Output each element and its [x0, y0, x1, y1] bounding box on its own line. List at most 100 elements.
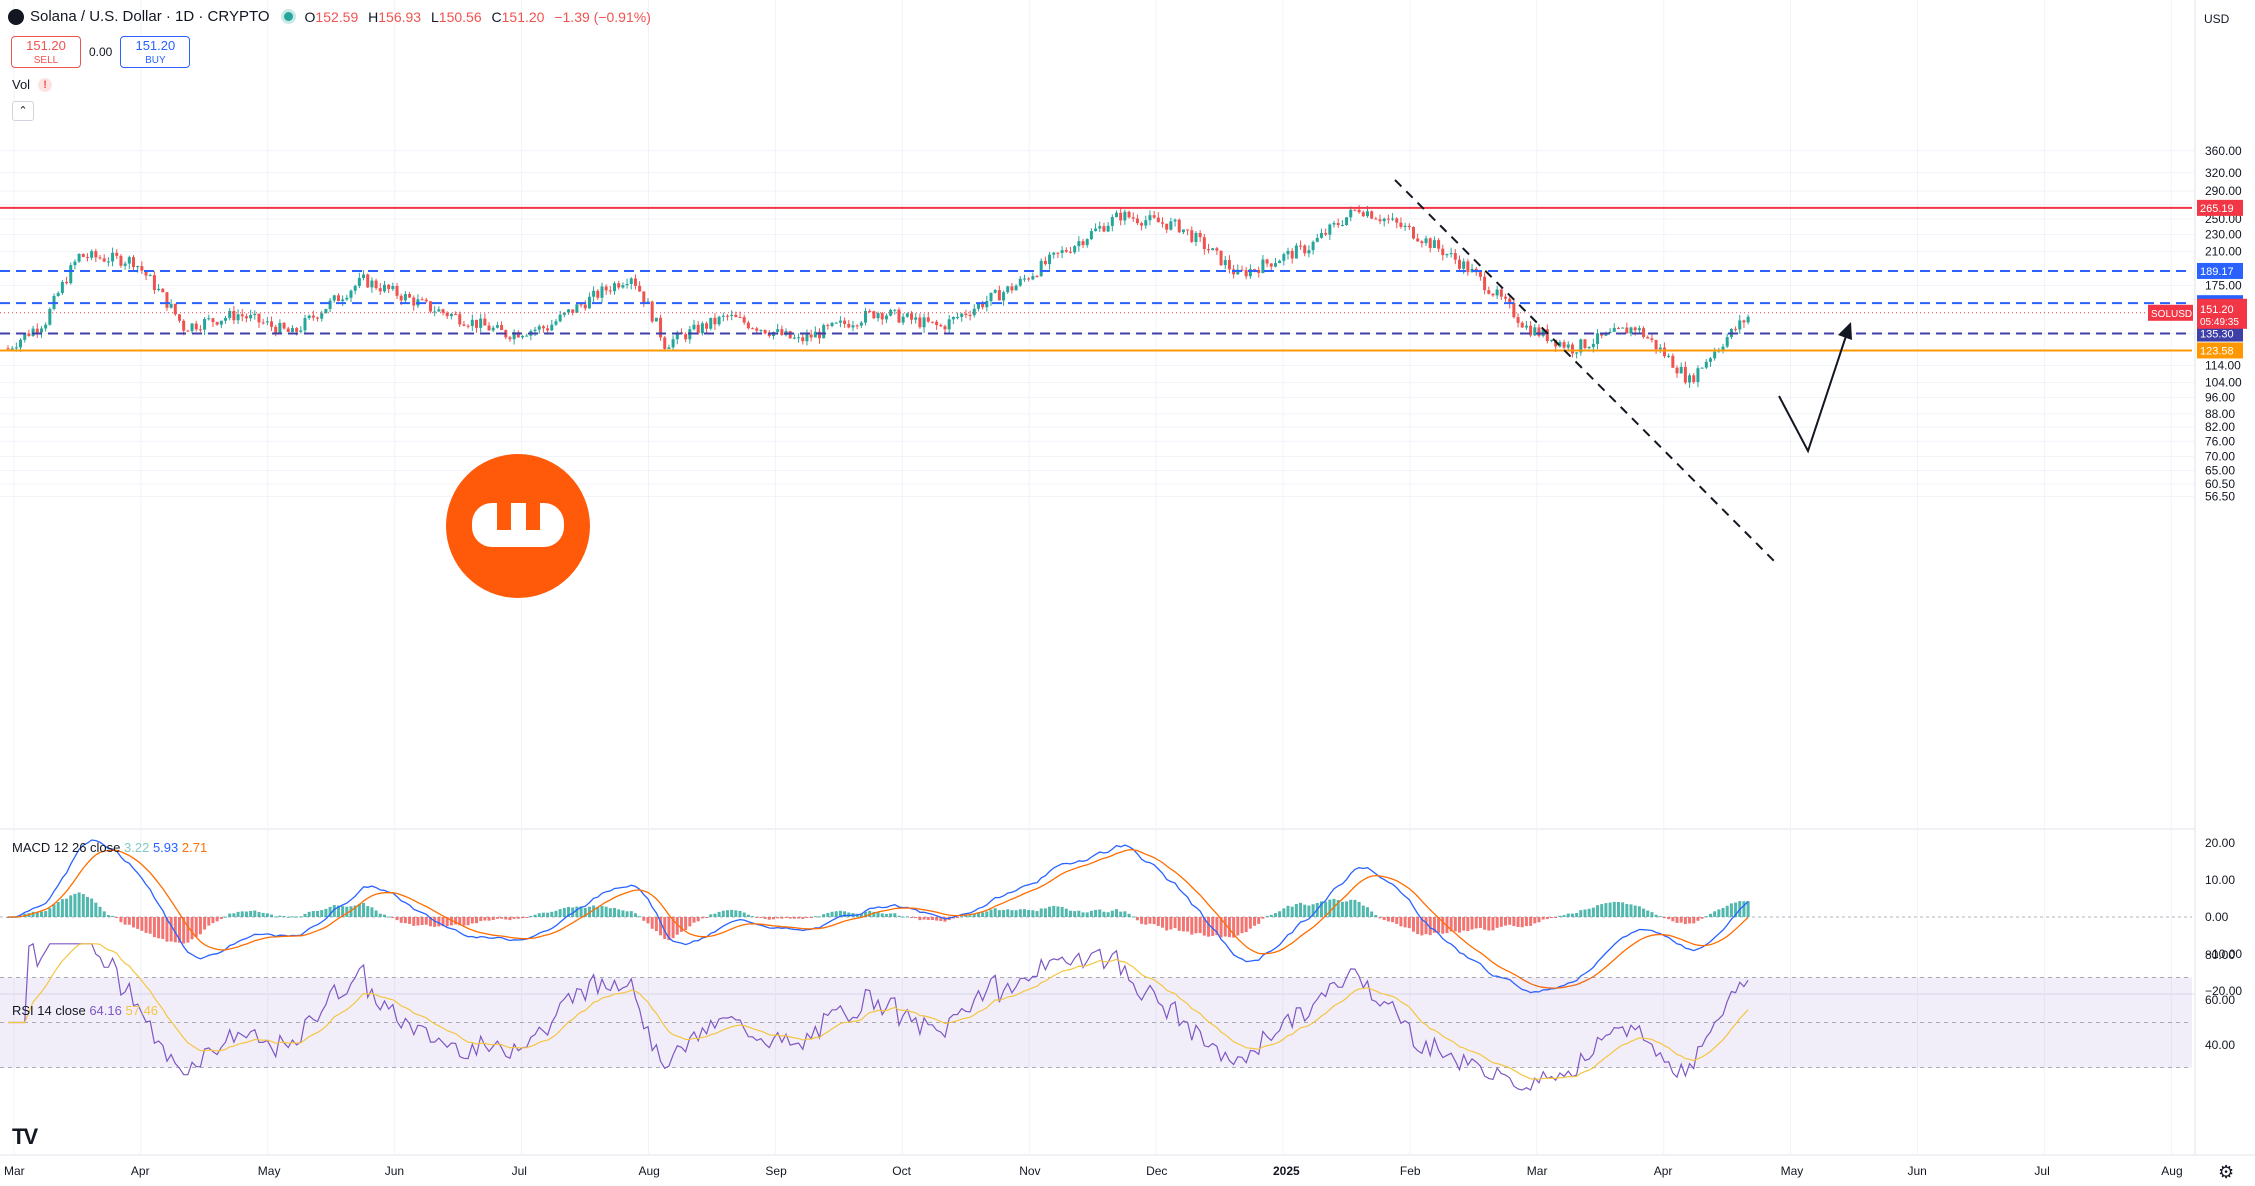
projection-path-drawing[interactable] — [1778, 329, 1849, 454]
candle-body — [152, 275, 156, 291]
macd-histogram-bar — [479, 917, 483, 921]
candle-body — [1048, 254, 1052, 265]
macd-legend[interactable]: MACD 12 26 close 3.22 5.93 2.71 — [12, 840, 207, 855]
macd-histogram-bar — [1746, 901, 1750, 917]
gear-icon[interactable]: ⚙ — [2218, 1162, 2235, 1182]
time-tick-label: Sep — [765, 1164, 787, 1178]
symbol-title[interactable]: Solana / U.S. Dollar · 1D · CRYPTO — [30, 8, 270, 25]
candle-body — [1324, 232, 1328, 235]
macd-histogram-bar — [876, 911, 880, 917]
macd-histogram-bar — [362, 902, 366, 917]
macd-histogram-bar — [1102, 911, 1106, 917]
candle-body — [458, 314, 462, 325]
macd-histogram-bar — [696, 917, 700, 922]
macd-histogram-bar — [692, 917, 696, 923]
macd-histogram-bar — [387, 916, 391, 918]
candle-body — [1462, 261, 1466, 269]
candle-body — [1671, 355, 1675, 368]
macd-histogram-bar — [784, 917, 788, 918]
candle-body — [1307, 250, 1311, 254]
candle-body — [357, 278, 361, 286]
macd-histogram-bar — [1039, 908, 1043, 917]
macd-histogram-bar — [1407, 917, 1411, 929]
macd-histogram-bar — [788, 917, 792, 919]
candle-body — [81, 253, 85, 257]
candle-body — [554, 321, 558, 325]
candle-body — [144, 270, 148, 276]
rsi-tick-label: 40.00 — [2205, 1038, 2235, 1052]
collapse-legend-button[interactable]: ⌃ — [12, 101, 34, 121]
candle-body — [194, 323, 198, 330]
candle-body — [1332, 223, 1336, 225]
macd-histogram-bar — [1119, 911, 1123, 917]
candle-body — [797, 337, 801, 339]
rsi-legend[interactable]: RSI 14 close 64.16 57.46 — [12, 1003, 158, 1018]
macd-histogram-bar — [1658, 916, 1662, 918]
candle-body — [1746, 316, 1750, 323]
macd-histogram-bar — [123, 917, 127, 925]
candle-body — [1161, 222, 1165, 224]
candle-body — [1215, 248, 1219, 251]
candle-body — [1596, 333, 1600, 344]
macd-histogram-bar — [1420, 917, 1424, 936]
warning-icon[interactable]: ! — [38, 77, 53, 92]
candle-body — [830, 322, 834, 327]
candle-body — [454, 314, 458, 316]
buy-button[interactable]: 151.20 BUY — [120, 36, 191, 68]
trendline-drawing[interactable] — [1394, 179, 1779, 566]
macd-histogram-bar — [1612, 901, 1616, 917]
macd-histogram-bar — [1524, 917, 1528, 927]
candle-body — [207, 318, 211, 320]
candle-body — [1483, 276, 1487, 291]
macd-histogram-bar — [646, 917, 650, 924]
macd-histogram-bar — [541, 912, 545, 917]
macd-tick-label: 20.00 — [2205, 836, 2235, 850]
macd-histogram-bar — [1219, 917, 1223, 938]
macd-histogram-bar — [897, 915, 901, 917]
volume-legend[interactable]: Vol ! — [12, 77, 53, 92]
candle-body — [725, 315, 729, 317]
candle-body — [939, 325, 943, 327]
countdown-label: 05:49:35 — [2200, 317, 2239, 328]
candle-body — [1018, 278, 1022, 286]
candle-body — [905, 313, 909, 317]
candle-body — [1704, 361, 1708, 368]
candle-body — [1391, 218, 1395, 220]
candle-body — [1700, 367, 1704, 369]
candle-body — [1633, 327, 1637, 331]
macd-histogram-bar — [600, 905, 604, 917]
macd-histogram-bar — [1416, 917, 1420, 935]
macd-histogram-bar — [1558, 915, 1562, 917]
candle-body — [880, 313, 884, 320]
currency-selector[interactable]: USD — [2204, 12, 2230, 26]
macd-histogram-bar — [1704, 916, 1708, 918]
macd-histogram-bar — [1671, 917, 1675, 922]
macd-histogram-bar — [1232, 917, 1236, 938]
macd-histogram-bar — [433, 917, 437, 927]
macd-histogram-bar — [178, 917, 182, 943]
candle-body — [700, 323, 704, 334]
candle-body — [1345, 217, 1349, 225]
macd-histogram-bar — [144, 917, 148, 933]
macd-histogram-bar — [659, 917, 663, 936]
macd-histogram-bar — [592, 905, 596, 917]
watermark-logo-shape — [472, 503, 564, 547]
candle-body — [755, 328, 759, 331]
price-tick-label: 210.00 — [2205, 244, 2242, 258]
macd-histogram-bar — [370, 907, 374, 917]
sell-button[interactable]: 151.20 SELL — [11, 36, 81, 68]
macd-histogram-bar — [1064, 908, 1068, 917]
macd-histogram-bar — [730, 909, 734, 917]
candle-body — [1491, 293, 1495, 296]
candle-body — [1675, 367, 1679, 374]
candle-body — [6, 348, 10, 350]
macd-histogram-bar — [261, 912, 265, 917]
macd-histogram-bar — [1717, 909, 1721, 917]
candle-body — [541, 326, 545, 329]
candle-body — [85, 256, 89, 258]
candle-body — [1211, 248, 1215, 251]
macd-histogram-bar — [1278, 911, 1282, 917]
candle-body — [19, 339, 23, 348]
candle-body — [420, 299, 424, 301]
